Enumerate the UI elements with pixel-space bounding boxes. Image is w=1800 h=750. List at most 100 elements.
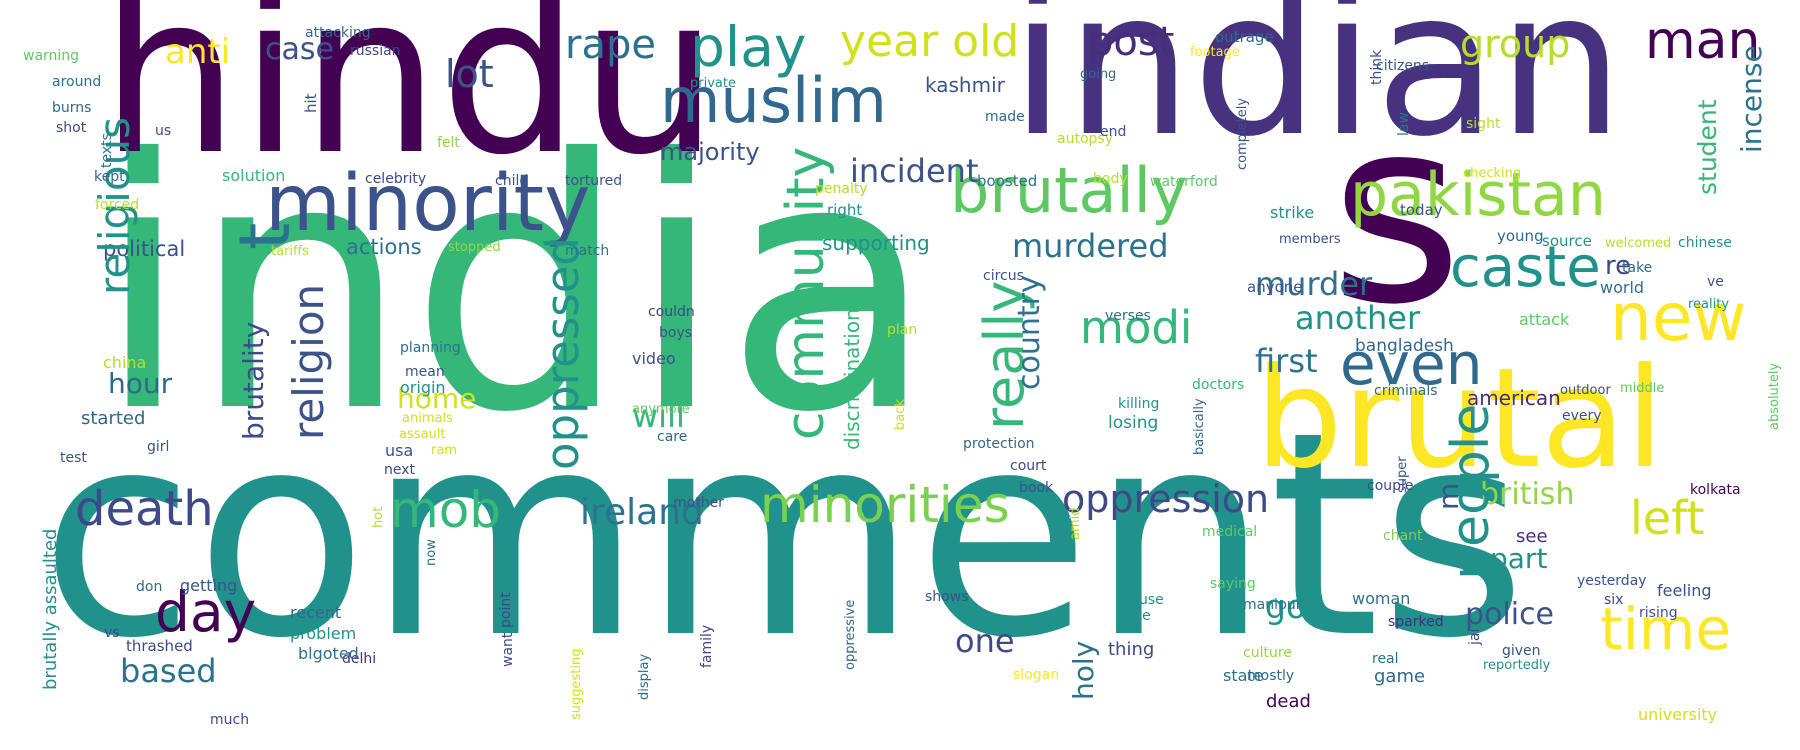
word-world: world xyxy=(1600,278,1645,297)
word-source: source xyxy=(1542,232,1592,250)
word-made: made xyxy=(985,109,1025,125)
word-chant: chant xyxy=(1383,528,1423,544)
word-sparked: sparked xyxy=(1388,614,1444,630)
word-strike: strike xyxy=(1270,203,1315,222)
word-blgoted: blgoted xyxy=(298,644,359,663)
word-stopped: stopped xyxy=(448,240,501,255)
word-ram: ram xyxy=(431,443,457,458)
word-felt: felt xyxy=(437,135,460,151)
word-match: match xyxy=(565,243,610,259)
word-outdoor: outdoor xyxy=(1560,383,1611,398)
word-incident: incident xyxy=(850,152,979,190)
word-oppressed: oppressed xyxy=(536,237,589,470)
word-take: take xyxy=(1622,260,1653,276)
word-group: group xyxy=(1460,22,1571,66)
word-think: think xyxy=(1369,49,1385,85)
word-india: india xyxy=(95,87,936,488)
word-boosted: boosted xyxy=(977,172,1038,190)
word-refuse: refuse xyxy=(1120,592,1164,608)
word-saying: saying xyxy=(1210,576,1256,592)
word-vs: vs xyxy=(104,625,120,641)
word-court: court xyxy=(1010,458,1047,474)
word-care: care xyxy=(657,429,688,445)
word-kashmir: kashmir xyxy=(925,73,1005,97)
word-sight: sight xyxy=(1466,116,1501,132)
word-burns: burns xyxy=(52,100,92,116)
word-hot: hot xyxy=(371,506,386,528)
word-assault: assault xyxy=(399,427,446,442)
word-criminals: criminals xyxy=(1374,383,1438,399)
word-state: state xyxy=(1223,666,1264,685)
word-circus: circus xyxy=(983,268,1024,284)
word-jai: jai xyxy=(1467,628,1483,645)
word-man: man xyxy=(1645,11,1761,71)
word-suggesting: suggesting xyxy=(569,648,584,721)
word-feeling: feeling xyxy=(1657,581,1712,600)
word-around: around xyxy=(52,74,102,90)
word-hour: hour xyxy=(108,367,173,400)
word-student: student xyxy=(1693,99,1722,195)
word-see: see xyxy=(1516,526,1548,547)
word-bangladesh: bangladesh xyxy=(1355,336,1454,356)
word-hindu: hindu xyxy=(100,0,720,203)
word-members: members xyxy=(1279,232,1341,247)
word-will: will xyxy=(632,397,685,435)
word-family: family xyxy=(699,624,715,668)
word-test: test xyxy=(60,450,87,466)
word-getting: getting xyxy=(180,576,238,595)
word-law: law xyxy=(1396,112,1412,136)
word-planning: planning xyxy=(400,340,461,356)
word-mother: mother xyxy=(673,495,724,511)
word-back: back xyxy=(893,399,908,430)
word-mean: mean xyxy=(405,364,445,380)
word-boys: boys xyxy=(659,325,693,341)
word-based: based xyxy=(120,652,217,690)
word-amid: amid xyxy=(1068,507,1083,541)
word-doctors: doctors xyxy=(1192,377,1245,393)
word-oppressive: oppressive xyxy=(843,599,858,670)
word-muslim: muslim xyxy=(660,64,887,137)
word-one: one xyxy=(955,622,1015,660)
word-attacking: attacking xyxy=(305,25,371,41)
word-mob: mob xyxy=(390,481,502,539)
word-brutality: brutality xyxy=(237,321,270,440)
word-caste: caste xyxy=(1450,235,1601,300)
word-anyone: anyone xyxy=(1247,278,1303,296)
word-problem: problem xyxy=(290,624,357,643)
word-discrimination: discrimination xyxy=(840,308,864,450)
word-couldn: couldn xyxy=(648,304,695,320)
word-origin: origin xyxy=(400,378,446,397)
word-comments: comments xyxy=(40,371,1527,700)
word-actions: actions xyxy=(346,235,422,259)
word-going: going xyxy=(1080,67,1117,82)
word-autopsy: autopsy xyxy=(1057,131,1113,147)
word-given: given xyxy=(1502,643,1541,659)
word-manipur: manipur xyxy=(1243,597,1302,613)
word-murder: murder xyxy=(1255,265,1373,303)
word-brutally: brutally xyxy=(950,154,1188,227)
word-book: book xyxy=(1019,480,1054,496)
word-another: another xyxy=(1295,299,1421,337)
word-anti: anti xyxy=(165,32,231,72)
word-brutal: brutal xyxy=(1255,338,1664,499)
word-case: case xyxy=(265,32,334,67)
word-real: real xyxy=(1372,651,1399,667)
word-penalty: penalty xyxy=(815,181,868,197)
word-losing: losing xyxy=(1108,413,1159,433)
word-american: american xyxy=(1467,386,1561,410)
word-year-old: year old xyxy=(840,16,1020,67)
word-rape: rape xyxy=(565,22,656,68)
word-indian: indian xyxy=(1010,0,1625,181)
word-much: much xyxy=(210,712,250,728)
word-time: time xyxy=(1600,595,1732,663)
word-end: end xyxy=(1100,124,1127,140)
word-mostly: mostly xyxy=(1247,668,1295,684)
word-country: country xyxy=(1012,275,1047,390)
word-kolkata: kolkata xyxy=(1690,482,1741,498)
word-even: even xyxy=(1340,330,1483,398)
word-protection: protection xyxy=(963,436,1035,452)
word-police: police xyxy=(1465,597,1555,632)
word-point: point xyxy=(498,592,514,628)
word-child: child xyxy=(495,173,529,189)
word-kept: kept xyxy=(94,169,125,185)
